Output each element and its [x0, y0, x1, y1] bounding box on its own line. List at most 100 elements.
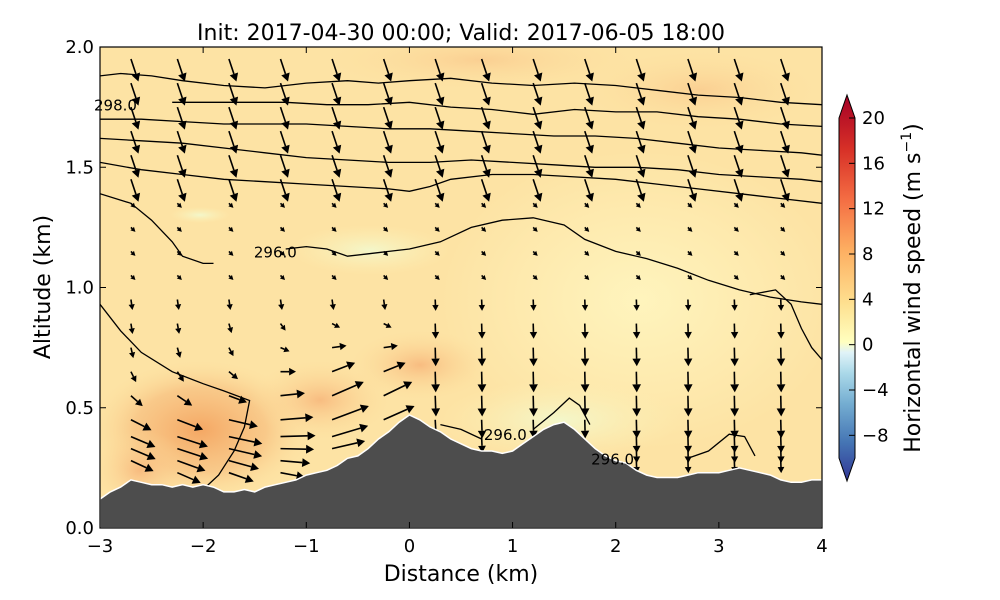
wind-vector [228, 154, 239, 178]
theta-contour-7 [100, 303, 251, 490]
wind-vector [331, 322, 341, 328]
wind-vector [635, 250, 641, 256]
wind-vector [177, 419, 204, 431]
wind-vector [733, 82, 744, 106]
wind-vector [478, 299, 486, 311]
wind-vector [780, 226, 786, 232]
wind-vector [174, 299, 182, 311]
wind-vector [331, 106, 342, 130]
wind-vector [580, 347, 590, 367]
wind-vector [130, 154, 141, 178]
wind-vector [128, 323, 135, 335]
wind-vector [584, 226, 590, 232]
wind-vector [431, 395, 441, 417]
wind-vector [733, 179, 744, 202]
wind-vector [434, 154, 445, 178]
wind-vector [382, 106, 393, 130]
colorbar-tick-label: 4 [862, 289, 873, 310]
wind-vector [331, 342, 347, 351]
wind-vector [584, 58, 594, 82]
wind-vector [529, 323, 538, 339]
wind-vector [434, 250, 440, 256]
wind-vector [177, 459, 206, 473]
x-tick-label: −1 [293, 536, 320, 557]
wind-vector [532, 202, 538, 208]
wind-vector [176, 202, 182, 208]
wind-vector [632, 419, 641, 439]
wind-vector [280, 346, 290, 353]
wind-vector [228, 371, 239, 380]
wind-vector [130, 130, 141, 154]
colorbar-tick-label: 20 [862, 108, 885, 129]
wind-vector [130, 447, 156, 461]
wind-vector [280, 389, 305, 399]
wind-vector [780, 202, 786, 208]
wind-vector [684, 436, 693, 453]
wind-vector [228, 274, 234, 280]
wind-vector [329, 299, 336, 311]
wind-vector [434, 82, 445, 106]
wind-vector [228, 106, 239, 130]
wind-vector [383, 342, 398, 351]
wind-vector [331, 82, 342, 106]
wind-vector [382, 58, 393, 82]
wind-vector [228, 58, 239, 82]
colorbar-tick-label: 16 [862, 153, 885, 174]
wind-vector [584, 82, 594, 106]
y-axis-ticks: 0.0 0.5 1.0 1.5 2.0 [65, 37, 822, 539]
wind-vector [434, 106, 445, 130]
theta-contour-2 [100, 118, 822, 156]
theta-contour-0 [100, 72, 822, 106]
wind-vector [228, 226, 234, 232]
wind-vector [635, 226, 641, 232]
y-axis-label: Altitude (km) [31, 215, 56, 359]
wind-vector [228, 250, 234, 256]
wind-vector [635, 58, 646, 82]
wind-vector [331, 438, 366, 450]
wind-vector [733, 58, 744, 82]
wind-vectors [128, 58, 790, 484]
wind-vector [434, 226, 440, 232]
wind-vector [635, 82, 646, 106]
wind-vector [580, 419, 590, 439]
colorbar-label: Horizontal wind speed (m s−1) [899, 123, 926, 453]
wind-vector [730, 323, 739, 339]
wind-vector [633, 299, 640, 311]
wind-vector [228, 418, 258, 429]
colorbar-tick-label: 12 [862, 199, 885, 220]
wind-vector [383, 361, 406, 373]
contour-label-2: 296.0 [484, 426, 527, 444]
wind-vector [130, 274, 136, 280]
terrain [100, 414, 822, 528]
wind-vector [331, 361, 356, 373]
wind-vector [176, 154, 187, 178]
wind-vector [279, 250, 285, 256]
wind-vector [228, 447, 263, 459]
wind-vector [480, 179, 491, 202]
wind-vector [777, 436, 785, 453]
wind-vector [687, 58, 698, 82]
wind-vector [130, 371, 137, 383]
wind-vector [683, 371, 693, 393]
wind-vector [632, 371, 642, 393]
wind-vector [477, 419, 487, 439]
wind-vector [228, 179, 239, 202]
wind-vector [687, 202, 693, 208]
wind-vector [130, 419, 152, 431]
wind-vector [279, 323, 286, 331]
wind-vector [331, 58, 342, 82]
wind-vector [776, 419, 786, 439]
wind-vector [584, 250, 590, 256]
wind-vector [632, 347, 641, 367]
contour-label-3: 296.0 [591, 450, 634, 468]
wind-vector [176, 226, 182, 232]
wind-vector [480, 58, 491, 82]
wind-vector [175, 347, 182, 358]
wind-vector [733, 202, 739, 208]
wind-vector [381, 299, 388, 311]
wind-vector [227, 323, 234, 334]
x-tick-label: −2 [190, 536, 217, 557]
wind-vector [434, 130, 445, 154]
wind-vector [434, 274, 440, 280]
x-tick-label: −3 [87, 536, 114, 557]
